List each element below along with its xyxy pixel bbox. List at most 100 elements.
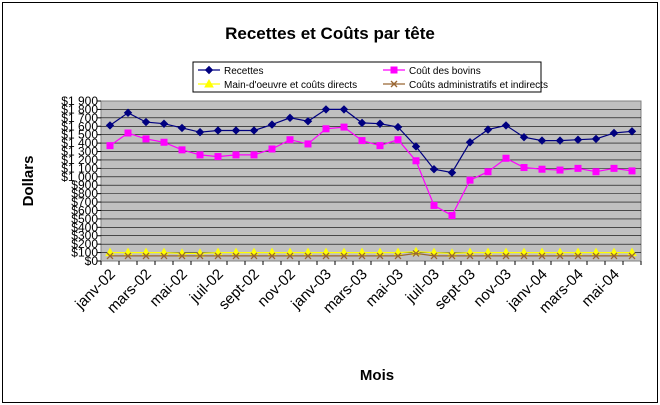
data-point: [304, 252, 312, 260]
data-point: [249, 126, 259, 135]
y-tick-label: $500: [71, 212, 98, 226]
data-point: [196, 252, 204, 260]
data-point-stroke: [390, 80, 398, 88]
data-point: [124, 252, 132, 260]
data-point: [196, 151, 204, 159]
y-tick-label: $700: [71, 195, 98, 209]
y-axis-ticks: $0$100$200$300$400$500$600$700$800$900$1…: [61, 94, 101, 268]
y-tick-label: $100: [71, 246, 98, 260]
data-point: [411, 142, 421, 151]
data-point: [556, 166, 564, 174]
data-point-stroke: [232, 252, 240, 260]
data-point: [502, 252, 510, 260]
data-point-stroke: [430, 252, 438, 260]
data-point: [340, 252, 348, 260]
data-point: [466, 176, 474, 184]
data-point: [357, 118, 367, 128]
data-point: [303, 117, 313, 126]
y-tick-label: $600: [71, 203, 98, 217]
data-point: [430, 252, 438, 260]
data-point-stroke: [304, 252, 312, 260]
data-point: [142, 252, 150, 260]
data-point-stroke: [628, 252, 636, 260]
data-point-stroke: [214, 252, 222, 260]
data-point: [304, 140, 312, 148]
y-tick-label: $1 300: [61, 145, 98, 159]
y-tick-label: $1 200: [61, 153, 98, 167]
data-point: [376, 142, 384, 150]
data-point: [376, 252, 384, 260]
data-point-stroke: [610, 252, 618, 260]
data-point: [142, 135, 150, 143]
data-point: [123, 108, 133, 117]
series-2: [106, 123, 636, 220]
series-line: [110, 252, 632, 257]
data-point-stroke: [142, 252, 150, 260]
plot-area: [100, 100, 642, 262]
data-point: [250, 151, 258, 159]
data-point: [214, 252, 222, 260]
data-point: [160, 138, 168, 146]
data-point: [204, 78, 214, 88]
y-tick-label: $400: [71, 220, 98, 234]
data-point-stroke: [160, 252, 168, 260]
data-point-stroke: [286, 252, 294, 260]
data-point: [520, 252, 528, 260]
data-point-stroke: [412, 249, 420, 257]
legend: Recettes Coût des bovins Main-d'oeuvre et …: [192, 61, 548, 93]
legend-box: [192, 61, 542, 93]
data-point: [574, 252, 582, 260]
data-point: [322, 252, 330, 260]
y-tick-label: $1 900: [61, 94, 98, 108]
data-point: [610, 252, 618, 260]
data-point: [124, 129, 132, 137]
data-point-stroke: [394, 252, 402, 260]
data-point: [268, 145, 276, 153]
data-point-stroke: [268, 252, 276, 260]
data-point: [339, 105, 349, 114]
data-point: [268, 252, 276, 260]
data-point: [448, 252, 456, 260]
y-tick-label: $1 700: [61, 111, 98, 125]
data-point: [285, 113, 295, 123]
data-point: [519, 133, 529, 142]
x-tick-label: sept-02: [215, 266, 262, 313]
y-tick-label: $200: [71, 237, 98, 251]
data-point: [394, 252, 402, 260]
data-point-stroke: [250, 252, 258, 260]
legend-item: Recettes: [198, 65, 263, 77]
legend-item: Coûts administratifs et indirects: [383, 80, 548, 91]
data-point-stroke: [448, 252, 456, 260]
data-point: [412, 249, 420, 257]
data-point: [250, 252, 258, 260]
data-point-stroke: [502, 252, 510, 260]
data-point: [592, 168, 600, 176]
y-tick-label: $1 800: [61, 102, 98, 116]
data-point: [390, 66, 398, 74]
data-point: [628, 167, 636, 175]
data-point: [591, 134, 601, 144]
x-tick-label: sept-03: [431, 266, 478, 313]
data-point: [574, 164, 582, 172]
data-point: [106, 142, 114, 150]
data-point: [610, 164, 618, 172]
data-point: [501, 121, 511, 130]
data-point: [592, 252, 600, 260]
data-point-stroke: [466, 252, 474, 260]
data-point: [159, 119, 169, 128]
x-tick-label: mai-02: [146, 266, 190, 310]
legend-label: Main-d'oeuvre et coûts directs: [224, 80, 357, 91]
data-point: [106, 252, 114, 260]
data-point: [232, 252, 240, 260]
data-point: [204, 65, 214, 75]
data-point: [375, 119, 385, 128]
data-point: [286, 136, 294, 144]
data-point: [466, 252, 474, 260]
data-point-stroke: [556, 252, 564, 260]
chart-title: Recettes et Coûts par tête: [225, 24, 435, 43]
data-point: [484, 252, 492, 260]
data-point: [231, 126, 241, 135]
data-point: [286, 252, 294, 260]
data-point: [555, 136, 565, 145]
